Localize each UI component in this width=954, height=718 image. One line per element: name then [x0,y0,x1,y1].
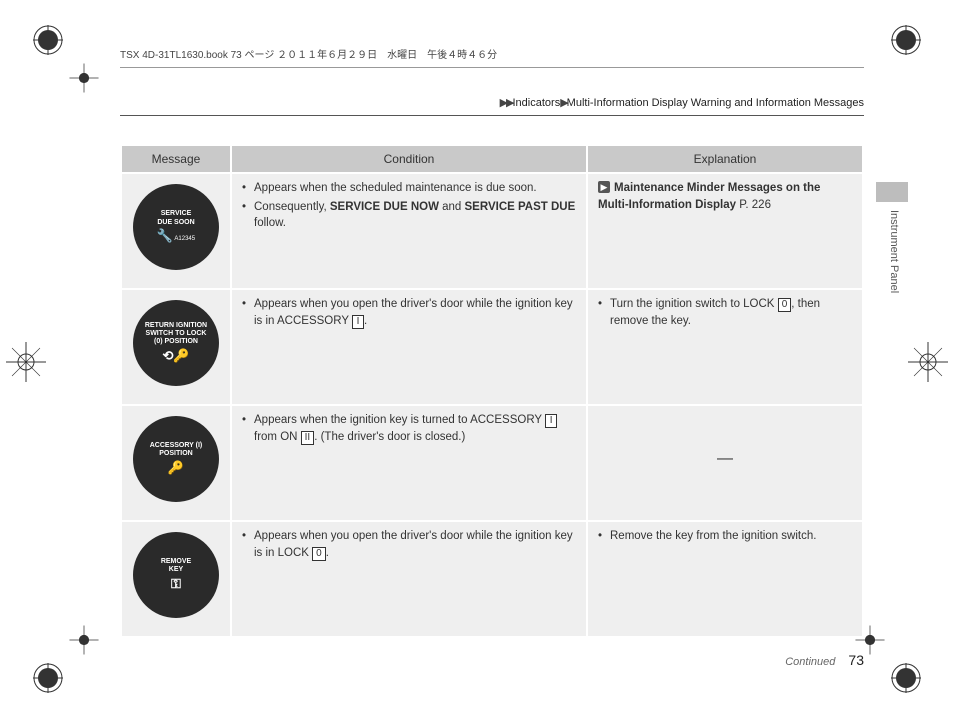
condition-cell: Appears when you open the driver's door … [231,289,587,405]
col-header-explanation: Explanation [587,145,863,173]
crop-mark-icon [28,20,68,60]
crop-mark-icon [886,658,926,698]
explanation-cell: Remove the key from the ignition switch. [587,521,863,637]
condition-item: Appears when the scheduled maintenance i… [242,180,576,197]
link-arrow-icon: ▶ [598,181,610,193]
condition-cell: Appears when the scheduled maintenance i… [231,173,587,289]
explanation-cell: Turn the ignition switch to LOCK 0, then… [587,289,863,405]
message-cell: REMOVEKEY⚿ [121,521,231,637]
message-cell: RETURN IGNITIONSWITCH TO LOCK(0) POSITIO… [121,289,231,405]
side-thumb-tab [876,182,908,202]
table-row: ACCESSORY (I)POSITION🔑 Appears when the i… [121,405,863,521]
continued-label: Continued [785,656,835,668]
explanation-link: ▶Maintenance Minder Messages on the Mult… [598,180,852,213]
breadcrumb-part: Indicators [513,97,561,109]
col-header-message: Message [121,145,231,173]
explanation-cell: ― [587,405,863,521]
message-cell: ACCESSORY (I)POSITION🔑 [121,405,231,521]
registration-mark-icon [4,340,48,384]
message-cell: SERVICEDUE SOON🔧 A12345 [121,173,231,289]
breadcrumb-rule [120,115,864,116]
explanation-item: Turn the ignition switch to LOCK 0, then… [598,296,852,329]
message-indicator-icon: SERVICEDUE SOON🔧 A12345 [133,184,219,270]
explanation-cell: ▶Maintenance Minder Messages on the Mult… [587,173,863,289]
condition-cell: Appears when you open the driver's door … [231,521,587,637]
table-row: REMOVEKEY⚿ Appears when you open the driv… [121,521,863,637]
col-header-condition: Condition [231,145,587,173]
explanation-item: Remove the key from the ignition switch. [598,528,852,545]
condition-item: Appears when you open the driver's door … [242,296,576,329]
explanation-dash: ― [598,447,852,470]
message-indicator-icon: ACCESSORY (I)POSITION🔑 [133,416,219,502]
crop-mark-icon [886,20,926,60]
condition-item: Appears when the ignition key is turned … [242,412,576,445]
message-indicator-icon: REMOVEKEY⚿ [133,532,219,618]
print-header: TSX 4D-31TL1630.book 73 ページ ２０１１年６月２９日 水… [120,46,864,61]
page-footer: Continued 73 [785,652,864,668]
crop-mark-icon [28,658,68,698]
registration-mark-icon [68,624,100,656]
header-rule [120,67,864,68]
breadcrumb-part: Multi-Information Display Warning and In… [567,97,864,109]
table-row: SERVICEDUE SOON🔧 A12345 Appears when the … [121,173,863,289]
breadcrumb: ▶▶Indicators▶Multi-Information Display W… [120,96,864,109]
condition-cell: Appears when the ignition key is turned … [231,405,587,521]
page-number: 73 [848,652,864,668]
registration-mark-icon [68,62,100,94]
registration-mark-icon [906,340,950,384]
section-tab-label: Instrument Panel [888,210,900,293]
message-indicator-icon: RETURN IGNITIONSWITCH TO LOCK(0) POSITIO… [133,300,219,386]
breadcrumb-arrow-icon: ▶▶ [500,97,513,109]
table-row: RETURN IGNITIONSWITCH TO LOCK(0) POSITIO… [121,289,863,405]
messages-table: Message Condition Explanation SERVICEDUE… [120,144,864,638]
condition-item: Consequently, SERVICE DUE NOW and SERVIC… [242,199,576,232]
condition-item: Appears when you open the driver's door … [242,528,576,561]
